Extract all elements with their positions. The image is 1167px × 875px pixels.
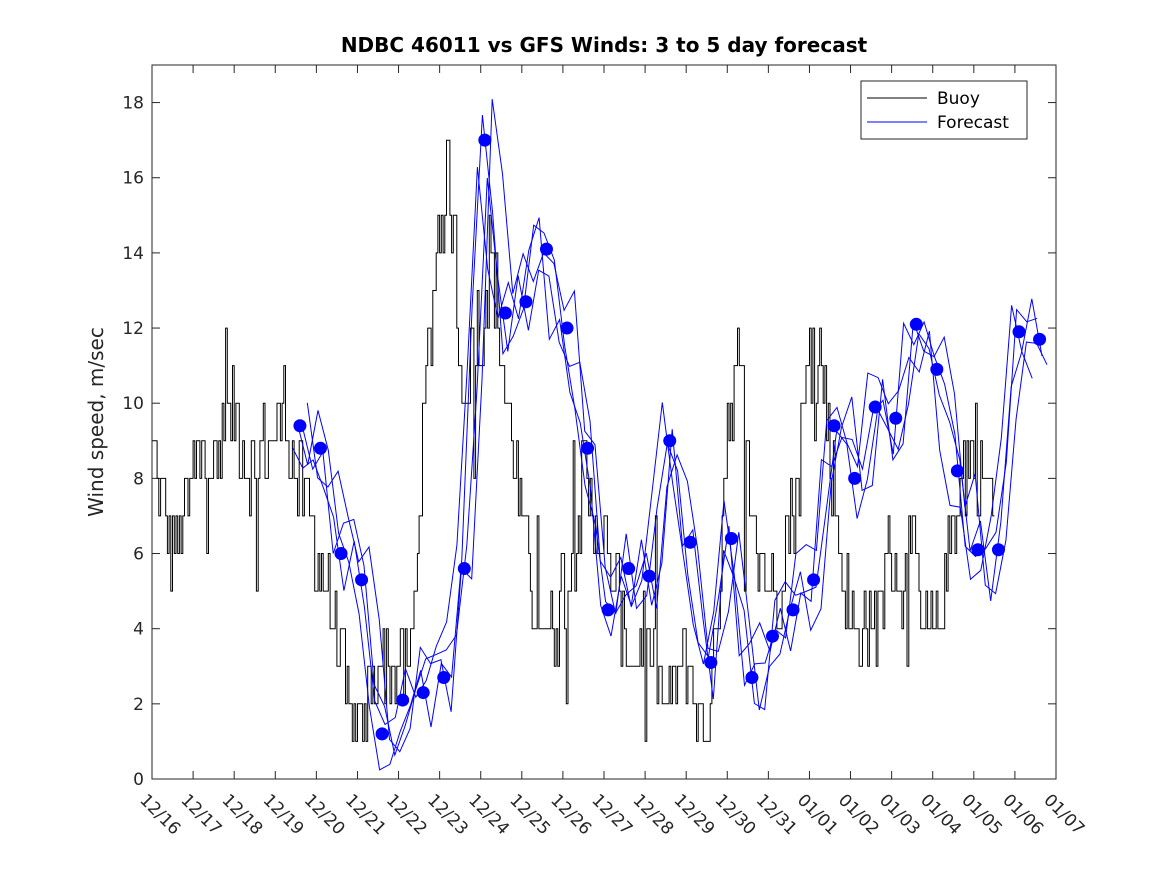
forecast-marker bbox=[622, 562, 636, 576]
y-tick-label: 2 bbox=[133, 695, 144, 715]
legend-forecast-label: Forecast bbox=[937, 113, 1009, 133]
forecast-marker bbox=[1012, 325, 1026, 339]
buoy-line bbox=[152, 139, 995, 742]
forecast-line bbox=[301, 177, 1043, 757]
forecast-marker bbox=[807, 573, 821, 587]
forecast-marker bbox=[396, 693, 410, 707]
plot-area bbox=[152, 65, 1056, 779]
forecast-marker bbox=[724, 531, 738, 545]
forecast-marker bbox=[560, 321, 574, 335]
y-tick-label: 14 bbox=[122, 244, 144, 264]
y-tick-label: 0 bbox=[133, 770, 144, 790]
forecast-marker bbox=[478, 133, 492, 147]
y-tick-label: 10 bbox=[122, 394, 144, 414]
forecast-line bbox=[306, 99, 1048, 753]
y-tick-label: 6 bbox=[133, 545, 144, 565]
forecast-marker bbox=[991, 543, 1005, 557]
forecast-marker bbox=[581, 441, 595, 455]
chart-title: NDBC 46011 vs GFS Winds: 3 to 5 day fore… bbox=[341, 33, 868, 57]
forecast-marker bbox=[416, 686, 430, 700]
forecast-marker bbox=[745, 671, 759, 685]
forecast-marker bbox=[519, 295, 533, 309]
forecast-marker bbox=[457, 562, 471, 576]
forecast-marker bbox=[704, 656, 718, 670]
forecast-marker bbox=[601, 603, 615, 617]
forecast-marker bbox=[930, 362, 944, 376]
buoy-series bbox=[152, 139, 995, 742]
forecast-marker bbox=[539, 242, 553, 256]
forecast-marker bbox=[437, 671, 451, 685]
forecast-line bbox=[292, 166, 1033, 726]
forecast-marker bbox=[848, 471, 862, 485]
forecast-marker bbox=[909, 317, 923, 331]
legend-box bbox=[860, 80, 1028, 140]
forecast-marker bbox=[765, 629, 779, 643]
y-tick-label: 4 bbox=[133, 620, 144, 640]
forecast-marker bbox=[889, 411, 903, 425]
forecast-marker bbox=[498, 306, 512, 320]
y-tick-label: 12 bbox=[122, 319, 144, 339]
forecast-marker bbox=[1033, 332, 1047, 346]
legend-buoy-label: Buoy bbox=[937, 89, 980, 109]
axes-box bbox=[151, 64, 1057, 780]
forecast-marker bbox=[786, 603, 800, 617]
forecast-marker bbox=[375, 727, 389, 741]
forecast-marker bbox=[971, 543, 985, 557]
y-axis-label: Wind speed, m/sec bbox=[84, 327, 108, 517]
forecast-marker bbox=[293, 419, 307, 433]
forecast-marker bbox=[663, 434, 677, 448]
forecast-marker bbox=[642, 569, 656, 583]
forecast-marker bbox=[313, 441, 327, 455]
y-tick-labels: 0 2 4 6 8 10 12 14 16 18 bbox=[122, 94, 144, 790]
forecast-markers bbox=[293, 133, 1047, 741]
axis-ticks bbox=[151, 65, 1057, 780]
forecast-marker bbox=[334, 547, 348, 561]
forecast-marker bbox=[355, 573, 369, 587]
forecast-marker bbox=[827, 419, 841, 433]
y-tick-label: 16 bbox=[122, 169, 144, 189]
y-tick-label: 8 bbox=[133, 469, 144, 489]
y-tick-label: 18 bbox=[122, 94, 144, 114]
forecast-marker bbox=[950, 464, 964, 478]
forecast-marker bbox=[683, 535, 697, 549]
legend: Buoy Forecast bbox=[860, 80, 1028, 140]
forecast-marker bbox=[868, 400, 882, 414]
